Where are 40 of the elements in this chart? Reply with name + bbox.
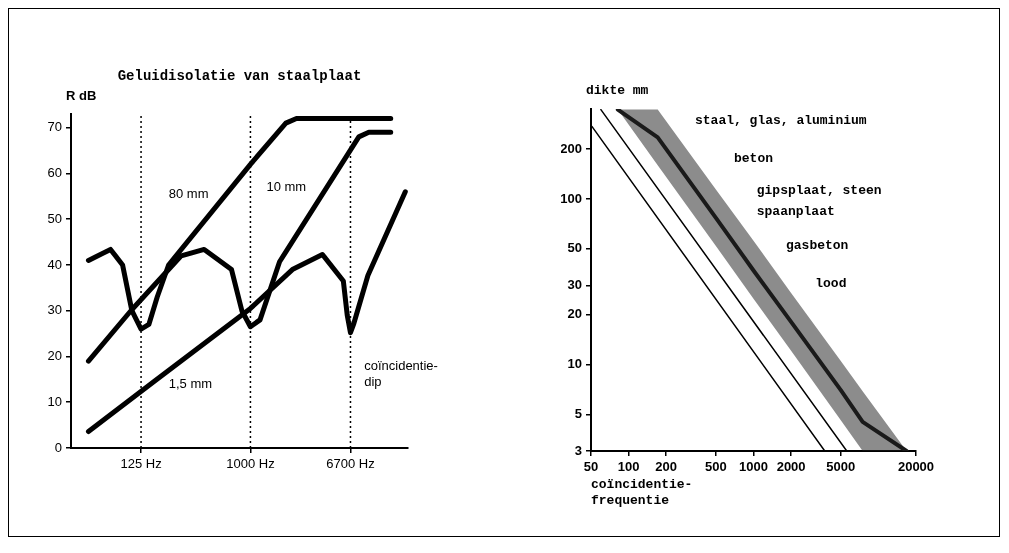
y-tick-label: 3 bbox=[574, 442, 582, 458]
chart-title: Geluidisolatie van staalplaat bbox=[117, 67, 362, 84]
x-tick-label: 2000 bbox=[776, 459, 806, 475]
y-tick-label: 20 bbox=[567, 306, 582, 322]
x-tick-label: 1000 Hz bbox=[226, 456, 275, 472]
annotation: staal, glas, aluminium bbox=[695, 113, 867, 129]
x-tick-label: 6700 Hz bbox=[326, 456, 375, 472]
annotation: beton bbox=[734, 151, 774, 167]
y-tick-label: 30 bbox=[567, 277, 582, 293]
x-tick-label: 1000 bbox=[739, 459, 768, 475]
y-tick-label: 60 bbox=[47, 165, 62, 181]
y-tick-label: 100 bbox=[560, 190, 582, 206]
x-tick-label: 125 Hz bbox=[120, 456, 162, 472]
annotation: spaanplaat bbox=[756, 203, 835, 219]
x-tick-label: 100 bbox=[617, 459, 640, 475]
y-axis-title: dikte mm bbox=[586, 83, 649, 99]
annotation: lood bbox=[815, 275, 847, 291]
x-tick-label: 5000 bbox=[826, 459, 856, 475]
y-tick-label: 40 bbox=[47, 256, 62, 272]
y-tick-label: 50 bbox=[567, 240, 582, 256]
y-tick-label: 30 bbox=[47, 302, 62, 318]
y-tick-label: 10 bbox=[47, 393, 62, 409]
y-tick-label: 10 bbox=[567, 356, 582, 372]
x-axis-title: coïncidentie- frequentie bbox=[591, 477, 693, 509]
series-label: 10 mm bbox=[266, 179, 307, 195]
y-tick-label: 20 bbox=[47, 348, 62, 364]
y-axis-title: R dB bbox=[66, 87, 97, 103]
series-label: 80 mm bbox=[168, 185, 209, 201]
y-tick-label: 70 bbox=[47, 119, 62, 135]
y-tick-label: 5 bbox=[574, 405, 582, 421]
x-tick-label: 500 bbox=[705, 459, 727, 475]
x-tick-label: 20000 bbox=[897, 459, 935, 475]
annotation: gipsplaat, steen bbox=[756, 183, 882, 199]
series-label: 1,5 mm bbox=[168, 376, 213, 392]
annotation: gasbeton bbox=[786, 238, 849, 254]
y-tick-label: 200 bbox=[560, 140, 582, 156]
x-tick-label: 200 bbox=[655, 459, 678, 475]
y-tick-label: 50 bbox=[47, 210, 62, 226]
y-tick-label: 0 bbox=[54, 439, 62, 455]
annotation: coïncidentie- dip bbox=[364, 358, 438, 390]
